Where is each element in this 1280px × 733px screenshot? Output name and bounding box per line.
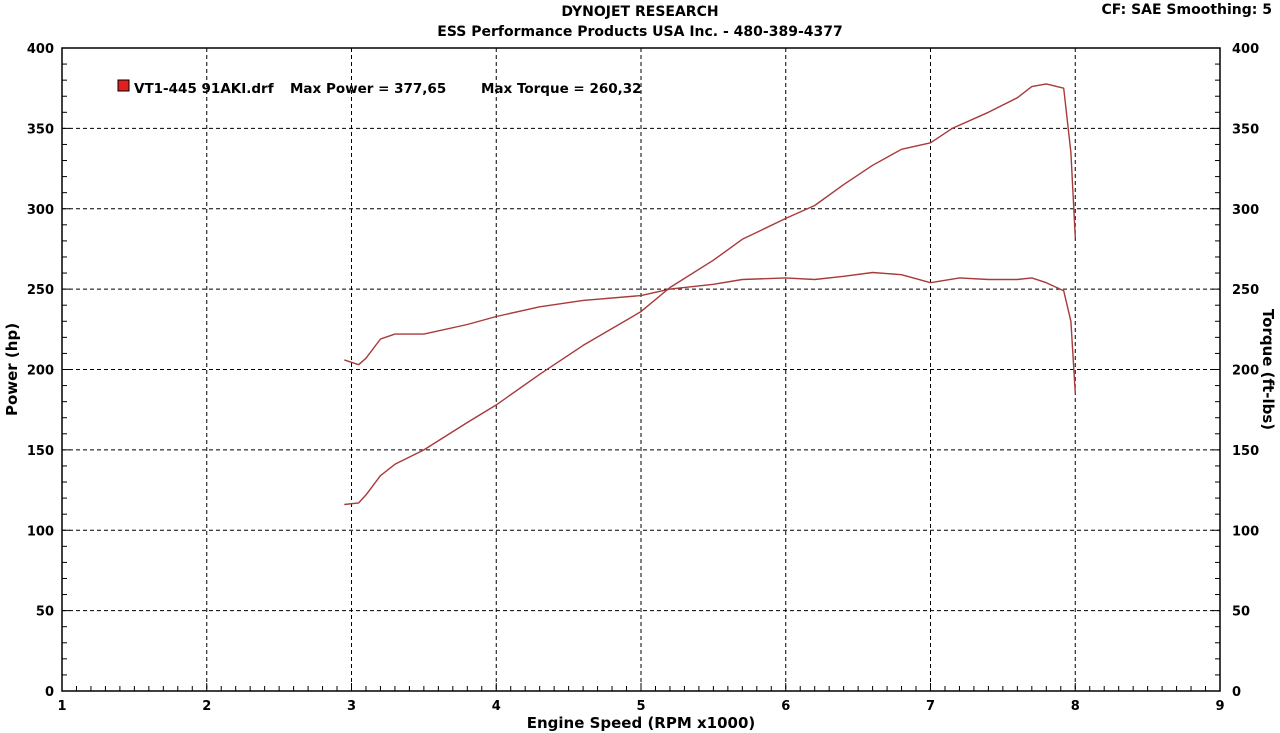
y-tick-label-right: 400: [1232, 42, 1259, 57]
power-curve: [344, 83, 1076, 506]
legend-swatch: [117, 79, 130, 92]
x-tick-label: 6: [781, 699, 790, 714]
grid: [62, 48, 1220, 691]
y-tick-label-left: 300: [27, 203, 54, 218]
y-tick-label-right: 300: [1232, 203, 1259, 218]
max-power-label: Max Power = 377,65: [290, 81, 446, 97]
y-tick-label-right: 150: [1232, 444, 1259, 459]
y-axis-label-left: Power (hp): [3, 323, 21, 416]
legend: VT1-445 91AKI.drf Max Power = 377,65 Max…: [117, 79, 642, 97]
y-tick-label-right: 350: [1232, 122, 1259, 137]
chart-title: DYNOJET RESEARCH: [561, 4, 719, 20]
x-tick-label: 7: [926, 699, 935, 714]
x-tick-label: 8: [1071, 699, 1080, 714]
chart-subtitle: ESS Performance Products USA Inc. - 480-…: [437, 24, 843, 40]
y-tick-label-right: 250: [1232, 283, 1259, 298]
y-tick-label-left: 250: [27, 283, 54, 298]
correction-factor-label: CF: SAE Smoothing: 5: [1101, 2, 1272, 18]
y-tick-label-left: 150: [27, 444, 54, 459]
x-axis-label: Engine Speed (RPM x1000): [527, 714, 756, 732]
plot-frame: [61, 47, 1221, 692]
y-tick-label-left: 200: [27, 364, 54, 379]
y-tick-label-left: 400: [27, 42, 54, 57]
legend-entry: VT1-445 91AKI.drf: [134, 81, 274, 97]
y-tick-label-right: 200: [1232, 364, 1259, 379]
x-tick-label: 5: [636, 699, 645, 714]
torque-curve: [344, 271, 1076, 394]
y-tick-label-left: 0: [45, 685, 54, 700]
x-tick-label: 2: [202, 699, 211, 714]
x-tick-label: 3: [347, 699, 356, 714]
x-tick-label: 9: [1215, 699, 1224, 714]
y-tick-label-left: 350: [27, 122, 54, 137]
series-lines: [344, 83, 1076, 506]
y-axis-label-right: Torque (ft-lbs): [1259, 309, 1277, 430]
y-tick-label-right: 50: [1232, 605, 1250, 620]
y-tick-label-left: 100: [27, 524, 54, 539]
max-torque-label: Max Torque = 260,32: [481, 81, 642, 97]
x-tick-label: 1: [57, 699, 66, 714]
y-tick-label-right: 100: [1232, 524, 1259, 539]
y-tick-label-left: 50: [36, 605, 54, 620]
x-tick-label: 4: [492, 699, 501, 714]
y-tick-label-right: 0: [1232, 685, 1241, 700]
